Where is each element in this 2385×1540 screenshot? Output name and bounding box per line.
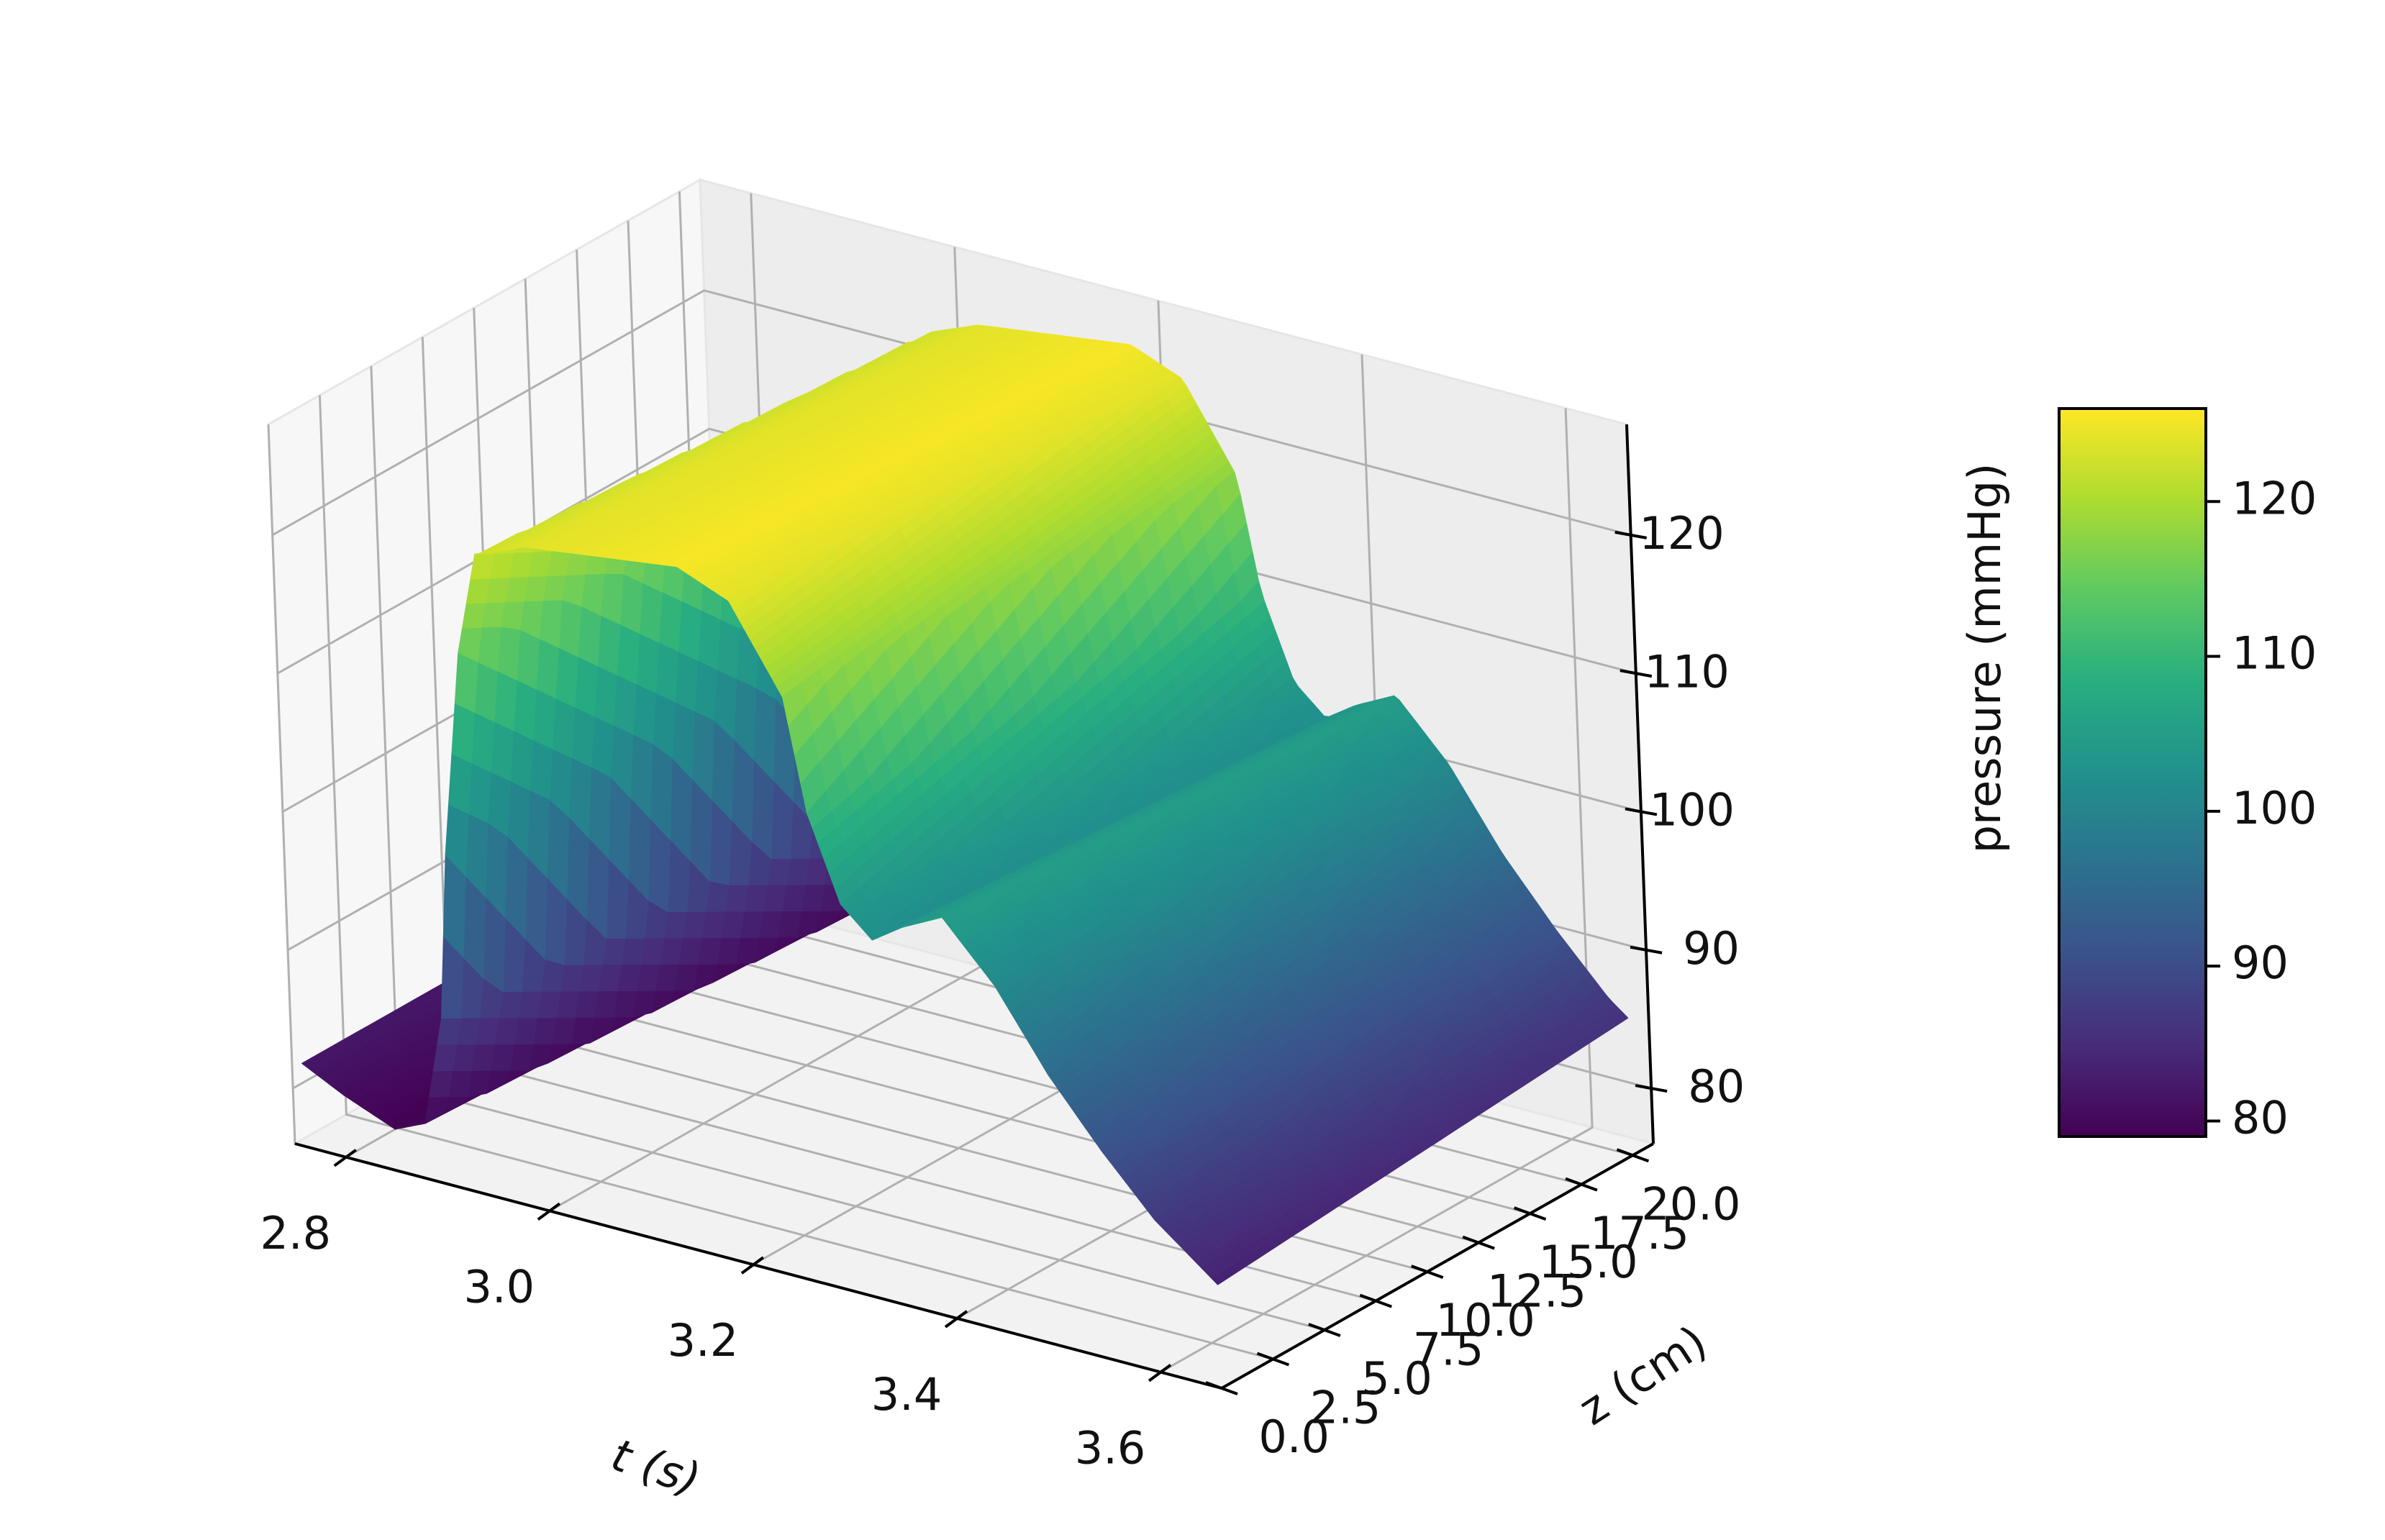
surface-patch bbox=[451, 702, 476, 764]
x-tick-label: 3.4 bbox=[871, 1368, 942, 1421]
surface-patch bbox=[694, 660, 718, 721]
surface-patch bbox=[655, 641, 679, 703]
y-axis-label: z (cm) bbox=[1570, 1315, 1716, 1435]
colorbar-tick-label: 120 bbox=[2232, 472, 2317, 524]
z-tick-label: 120 bbox=[1639, 507, 1724, 560]
surface-patch bbox=[509, 729, 534, 790]
surface-patch bbox=[558, 598, 582, 657]
surface-patch bbox=[496, 626, 521, 680]
surface-patch bbox=[535, 637, 560, 698]
surface-patch bbox=[516, 629, 540, 690]
surface-patch bbox=[674, 650, 699, 711]
surface-patch bbox=[619, 573, 643, 634]
x-tick-label: 3.0 bbox=[463, 1260, 535, 1313]
surface-patch bbox=[454, 652, 478, 713]
y-gridline bbox=[318, 395, 1273, 1360]
colorbar-tick-label: 90 bbox=[2232, 937, 2289, 989]
surface-patch bbox=[696, 609, 721, 670]
z-axis-label: pressure (mmHg) bbox=[1958, 463, 2011, 854]
y-tick-label: 20.0 bbox=[1641, 1177, 1740, 1230]
x-axis-label: t (s) bbox=[605, 1429, 707, 1506]
x-tick-label: 2.8 bbox=[260, 1207, 331, 1259]
surface-patch bbox=[512, 679, 537, 740]
surface-patch bbox=[462, 602, 486, 629]
surface-patch bbox=[532, 688, 556, 750]
surface-patch bbox=[716, 618, 740, 679]
surface-patch bbox=[596, 614, 621, 675]
surface-patch bbox=[616, 623, 640, 685]
surface-patch bbox=[551, 697, 576, 758]
surface-patch bbox=[638, 582, 663, 643]
z-gridline bbox=[271, 289, 1632, 537]
surface-patch bbox=[493, 670, 517, 732]
pressure-surface bbox=[301, 324, 1629, 1285]
surface-patch bbox=[574, 655, 599, 717]
surface-patch bbox=[429, 1070, 453, 1098]
x-tick-label: 3.2 bbox=[668, 1314, 739, 1367]
surface-patch bbox=[448, 752, 472, 814]
surface-patch bbox=[471, 711, 495, 773]
surface-patch bbox=[470, 552, 495, 580]
z-gridline bbox=[277, 427, 1637, 675]
surface-patch bbox=[594, 665, 618, 726]
colorbar-tick-label: 80 bbox=[2232, 1092, 2289, 1144]
surface-patch bbox=[577, 605, 601, 666]
surface-patch bbox=[490, 720, 514, 782]
colorbar: 80 90 100 110 120 bbox=[2058, 407, 2317, 1144]
x-gridline bbox=[1160, 408, 1594, 1373]
colorbar-ticks: 80 90 100 110 120 bbox=[2206, 472, 2317, 1144]
colorbar-tick-label: 100 bbox=[2232, 782, 2317, 834]
surface-patch bbox=[658, 591, 682, 652]
z-tick-label: 80 bbox=[1688, 1060, 1745, 1113]
colorbar-tick-label: 110 bbox=[2232, 627, 2317, 680]
surface-patch bbox=[590, 715, 614, 778]
surface-patch bbox=[635, 632, 660, 693]
surface-patch bbox=[571, 706, 595, 767]
x-tick-label: 3.6 bbox=[1075, 1422, 1146, 1475]
z-tick-label: 100 bbox=[1650, 784, 1735, 837]
colorbar-fill bbox=[2059, 409, 2206, 1136]
surface-patch bbox=[677, 600, 701, 661]
surface-patch bbox=[555, 647, 579, 708]
surface-patch bbox=[465, 577, 491, 604]
surface-patch bbox=[437, 1017, 462, 1045]
surface-patch bbox=[473, 661, 498, 722]
surface-patch bbox=[529, 739, 553, 800]
z-tick-label: 90 bbox=[1683, 922, 1740, 975]
surface-patch bbox=[632, 683, 657, 744]
surface-patch bbox=[468, 762, 491, 823]
z-tick-label: 110 bbox=[1644, 645, 1729, 698]
surface-patch bbox=[432, 1043, 458, 1072]
surface-patch bbox=[613, 674, 637, 735]
